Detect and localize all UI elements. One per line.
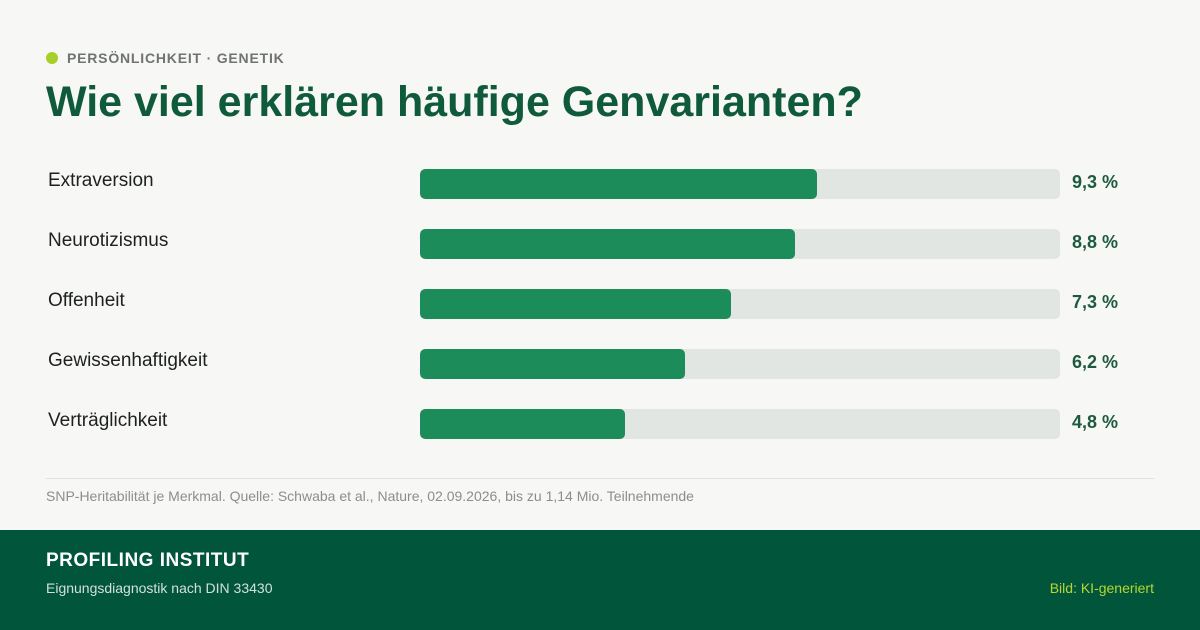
main-panel: PERSÖNLICHKEIT · GENETIK Wie viel erklär… [0, 49, 1200, 504]
accent-dot-icon [46, 52, 58, 64]
bar-track [420, 229, 1060, 259]
bar [420, 229, 795, 259]
category-label: Gewissenhaftigkeit [48, 350, 208, 371]
category-label: Offenheit [48, 290, 125, 311]
page-title: Wie viel erklären häufige Genvarianten? [46, 78, 863, 126]
data-label: 8,8 % [1072, 232, 1119, 252]
data-label: 4,8 % [1072, 412, 1119, 432]
bar [420, 349, 685, 379]
kicker: PERSÖNLICHKEIT · GENETIK [46, 49, 285, 67]
data-label: 9,3 % [1072, 172, 1119, 192]
bar-track [420, 289, 1060, 319]
image-credit: Bild: KI-generiert [1049, 580, 1154, 596]
bar [420, 409, 625, 439]
bar-track [420, 169, 1060, 199]
bar-row: Extraversion 9,3 % [0, 150, 1200, 210]
category-label: Extraversion [48, 170, 154, 191]
kicker-label: PERSÖNLICHKEIT · GENETIK [67, 50, 285, 66]
bar-track [420, 409, 1060, 439]
bar [420, 169, 817, 199]
footer-brand-name: PROFILING INSTITUT [46, 550, 250, 571]
bar-row: Verträglichkeit 4,8 % [0, 390, 1200, 450]
bar-chart: Extraversion 9,3 % Neurotizismus 8,8 % Offen… [0, 150, 1200, 460]
bar-track [420, 349, 1060, 379]
bar-row: Offenheit 7,3 % [0, 270, 1200, 330]
source-note: SNP-Heritabilität je Merkmal. Quelle: Sc… [46, 488, 694, 504]
category-label: Verträglichkeit [48, 410, 168, 431]
bar-row: Gewissenhaftigkeit 6,2 % [0, 330, 1200, 390]
footer: PROFILING INSTITUT Eignungsdiagnostik na… [0, 530, 1200, 630]
footer-subtitle: Eignungsdiagnostik nach DIN 33430 [46, 580, 273, 596]
bar-row: Neurotizismus 8,8 % [0, 210, 1200, 270]
data-label: 7,3 % [1072, 292, 1119, 312]
divider [46, 478, 1154, 479]
bar [420, 289, 731, 319]
data-label: 6,2 % [1072, 352, 1119, 372]
category-label: Neurotizismus [48, 230, 169, 251]
